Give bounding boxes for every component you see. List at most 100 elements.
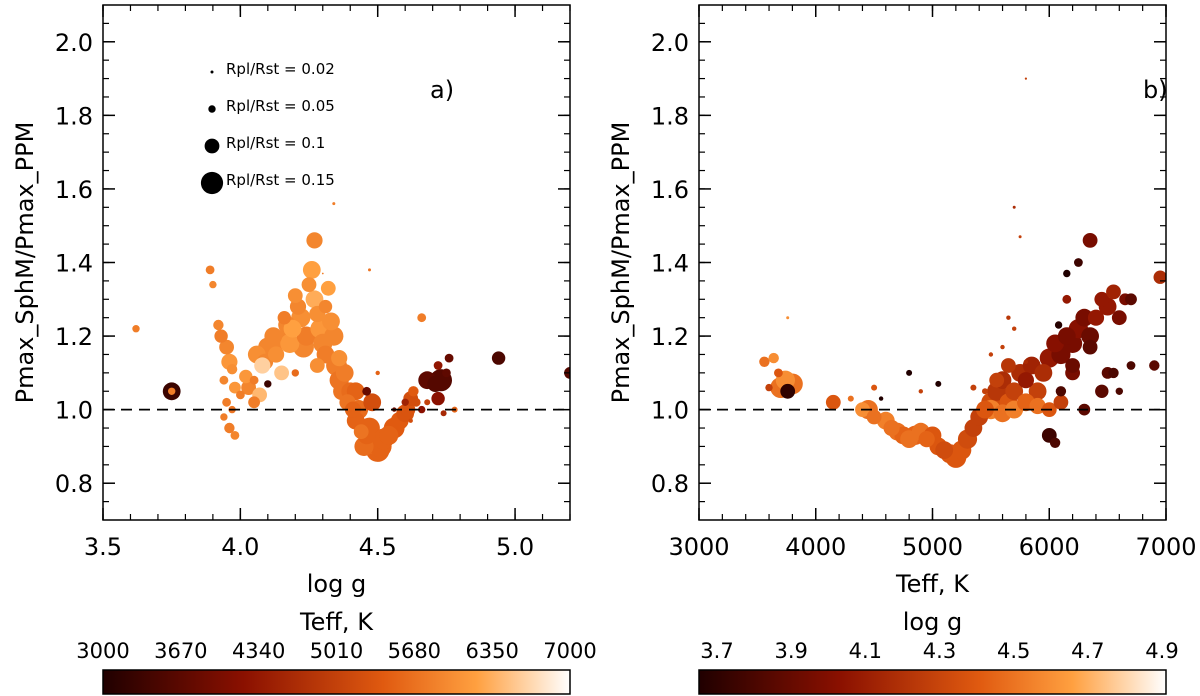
data-point: [320, 280, 336, 296]
data-point: [280, 333, 300, 353]
data-point: [1049, 437, 1061, 448]
colorbar-tick-label: 4.7: [1071, 639, 1104, 663]
data-point: [918, 431, 935, 448]
y-tick-label: 1.4: [651, 250, 689, 278]
data-point: [332, 202, 336, 206]
data-point: [301, 277, 317, 292]
colorbar-tick-label: 7000: [543, 639, 596, 663]
y-tick-label: 0.8: [55, 470, 93, 498]
data-point: [205, 265, 215, 275]
data-point: [236, 390, 245, 400]
data-point: [442, 368, 451, 378]
data-point: [264, 380, 272, 388]
data-point: [1075, 308, 1094, 327]
data-point: [222, 397, 232, 407]
data-point: [375, 370, 380, 376]
panel-a-y-ticks: 0.8 1.0 1.2 1.4 1.6 1.8 2.0: [55, 22, 570, 503]
data-point: [224, 422, 235, 434]
data-point: [1065, 358, 1080, 373]
data-point: [417, 313, 427, 323]
panel-b-label: b): [1143, 76, 1168, 104]
panel-a-x-ticks: 3.5 4.0 4.5 5.0: [84, 5, 571, 561]
x-tick-label: 4000: [785, 533, 846, 561]
data-point: [268, 346, 285, 363]
data-point: [1006, 315, 1011, 320]
colorbar-tick-label: 3.9: [774, 639, 807, 663]
data-point: [847, 395, 854, 402]
data-point: [408, 386, 419, 397]
data-point: [248, 396, 260, 409]
data-point: [1094, 291, 1110, 307]
x-tick-label: 5000: [902, 533, 963, 561]
data-point: [878, 396, 884, 401]
data-point: [768, 352, 779, 364]
colorbar-tick-label: 4.3: [923, 639, 956, 663]
data-point: [321, 272, 324, 275]
data-point: [219, 339, 235, 355]
panel-b-y-ticks: 0.8 1.0 1.2 1.4 1.6 1.8 2.0: [651, 22, 1166, 503]
data-point: [1001, 358, 1016, 373]
x-tick-label: 3.5: [84, 533, 122, 561]
colorbar-teff-bar: [102, 669, 571, 695]
y-tick-label: 1.6: [651, 176, 689, 204]
colorbar-tick-label: 3670: [154, 639, 207, 663]
x-tick-label: 6000: [1019, 533, 1080, 561]
data-point: [335, 364, 354, 382]
colorbar-teff-tick-labels: 3000 3670 4340 5010 5680 6350 7000: [76, 639, 596, 663]
data-point: [408, 418, 413, 423]
y-tick-label: 2.0: [55, 29, 93, 57]
data-point: [1126, 361, 1136, 370]
panel-b-y-axis-label: Pmax_SphM/Pmax_PPM: [607, 122, 635, 404]
data-point: [219, 375, 229, 385]
y-tick-label: 1.0: [55, 397, 93, 425]
data-point: [1034, 364, 1053, 382]
data-point: [774, 368, 783, 378]
data-point: [1012, 326, 1017, 331]
colorbar-logg-bar: [698, 669, 1167, 695]
data-point: [324, 326, 344, 346]
colorbar-teff: Teff, K 3000 3670 4340 5010 5680 6350 7000: [76, 608, 597, 695]
data-point: [976, 400, 994, 419]
data-point: [1111, 310, 1127, 326]
colorbar-tick-label: 3000: [76, 639, 129, 663]
data-point: [759, 356, 770, 367]
legend-label: Rpl/Rst = 0.15: [226, 171, 335, 189]
panel-a-points: [132, 202, 570, 462]
data-point: [316, 345, 335, 364]
panel-b-scatter: 3000 4000 5000 6000 7000 0.8 1.0 1.2 1.4 1.6 1.8 2…: [607, 4, 1197, 598]
data-point: [433, 361, 443, 370]
data-point: [1053, 394, 1069, 410]
data-point: [322, 312, 340, 331]
data-point: [249, 375, 259, 385]
legend-label: Rpl/Rst = 0.1: [226, 134, 325, 152]
data-point: [309, 358, 325, 373]
data-point: [982, 388, 988, 395]
x-tick-label: 4.5: [359, 533, 397, 561]
data-point: [1005, 382, 1024, 401]
x-tick-label: 3000: [668, 533, 729, 561]
data-point: [1074, 258, 1083, 267]
data-point: [780, 383, 796, 399]
panel-a-scatter: 3.5 4.0 4.5 5.0 0.8 1.0 1.2 1.4 1.6 1.8 2.0 a) lo…: [11, 4, 571, 598]
data-point: [1055, 386, 1067, 397]
data-point: [344, 401, 362, 418]
data-point: [491, 351, 506, 365]
data-point: [305, 290, 324, 309]
colorbar-logg-title: log g: [903, 608, 962, 636]
data-point: [226, 364, 238, 375]
data-point: [230, 431, 240, 440]
data-point: [1081, 327, 1099, 345]
colorbar-tick-label: 4340: [232, 639, 285, 663]
data-point: [1024, 77, 1027, 80]
data-point: [1108, 367, 1119, 379]
data-point: [883, 419, 900, 437]
x-tick-label: 5.0: [496, 533, 534, 561]
data-point: [1028, 382, 1047, 401]
y-tick-label: 1.6: [55, 176, 93, 204]
data-point: [1023, 359, 1029, 364]
y-tick-label: 2.0: [651, 29, 689, 57]
data-point: [264, 327, 283, 345]
data-point: [214, 329, 228, 343]
data-point: [220, 413, 228, 421]
data-point: [418, 405, 426, 414]
